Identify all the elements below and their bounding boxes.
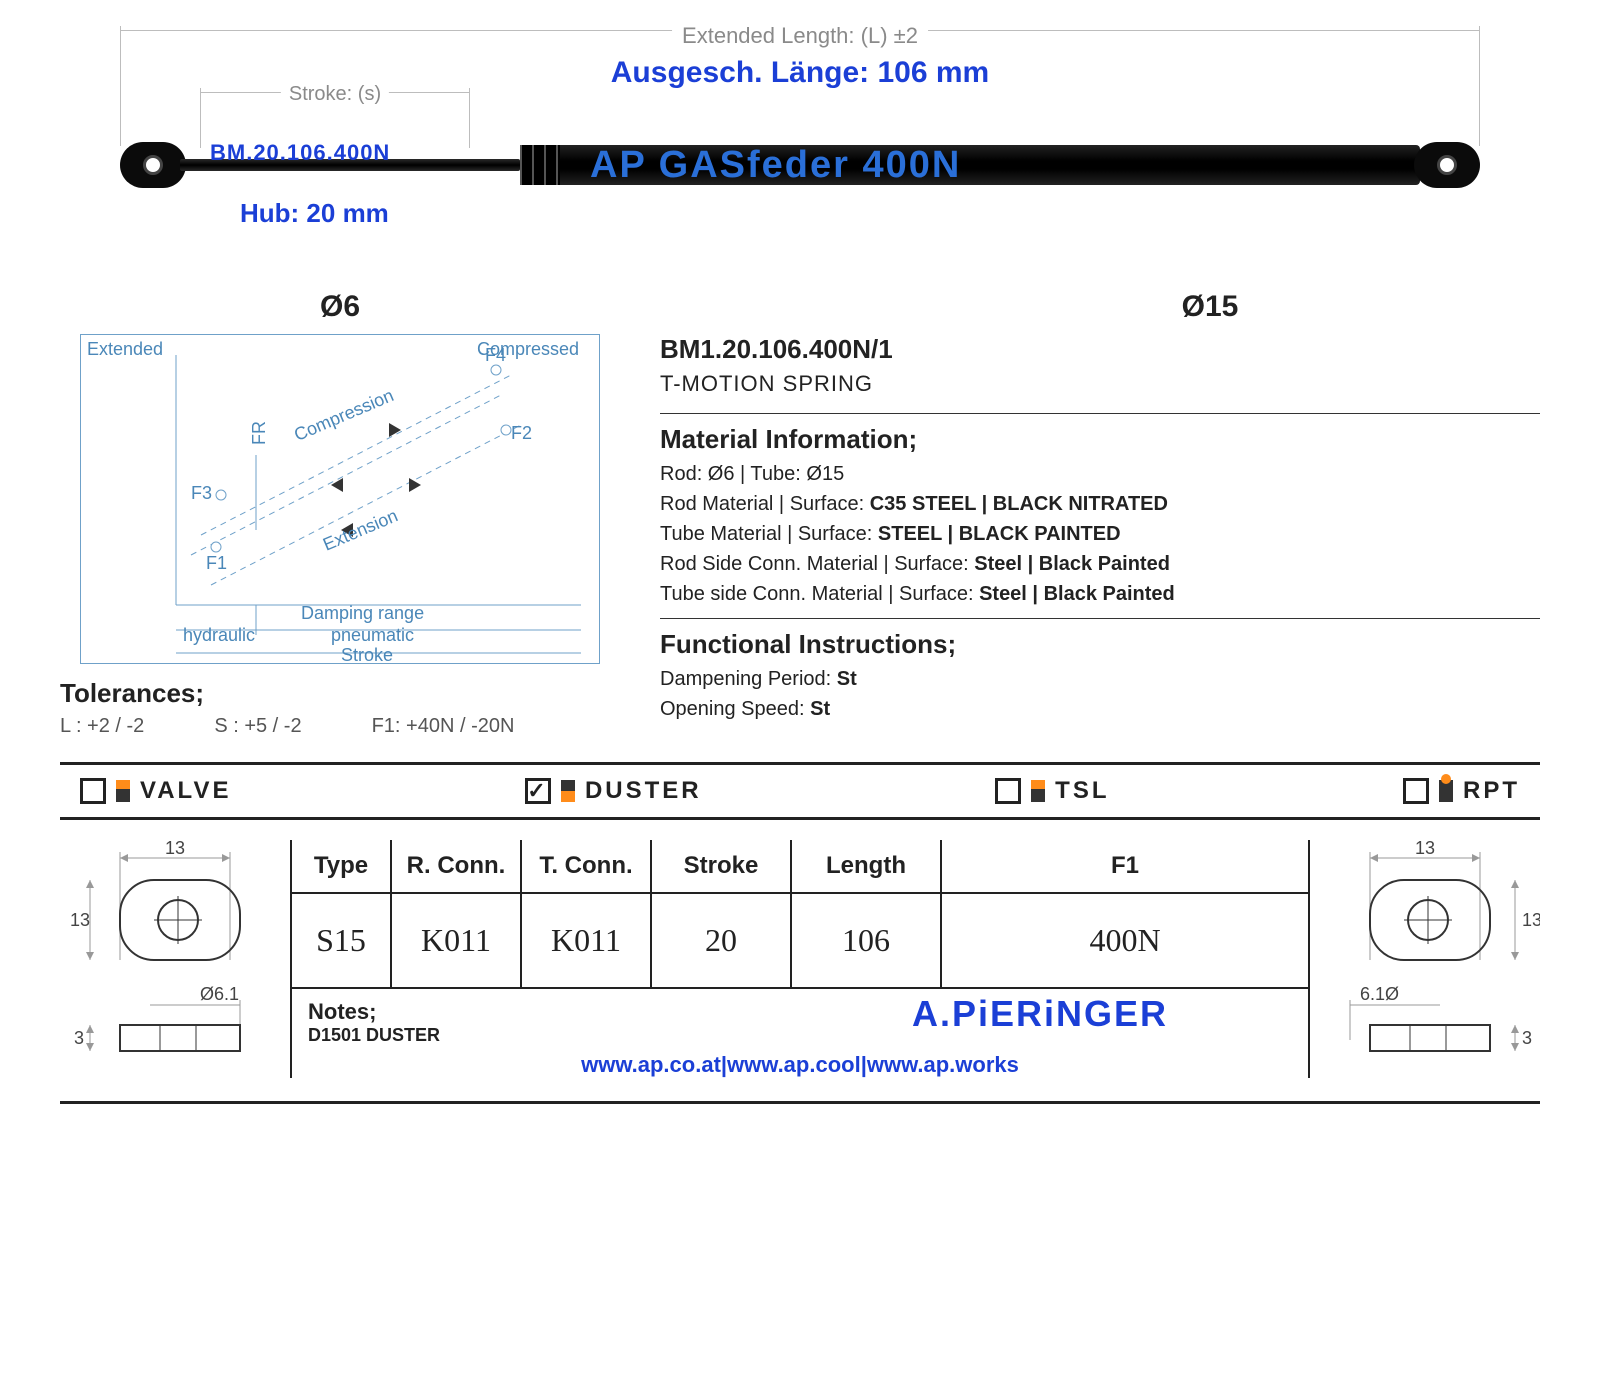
valve-checkbox[interactable] <box>80 778 106 804</box>
tube-bands <box>520 145 560 185</box>
duster-label: DUSTER <box>585 777 702 805</box>
tsl-label: TSL <box>1055 777 1109 805</box>
th-type: Type <box>292 840 392 892</box>
tsl-icon <box>1031 780 1045 802</box>
options-bar: VALVE DUSTER TSL RPT <box>60 762 1540 820</box>
conn-height-r: 13 <box>1522 910 1540 930</box>
part-number: BM1.20.106.400N/1 <box>660 334 1540 365</box>
tolerances-row: L : +2 / -2 S : +5 / -2 F1: +40N / -20N <box>60 715 620 738</box>
conn-height: 13 <box>70 910 90 930</box>
tube-product-text: AP GASfeder 400N <box>590 144 961 187</box>
graph-pneumatic: pneumatic <box>331 625 414 646</box>
tol-s: S : +5 / -2 <box>214 715 301 738</box>
option-rpt: RPT <box>1403 777 1520 805</box>
spec-table: Type R. Conn. T. Conn. Stroke Length F1 … <box>290 840 1310 1078</box>
td-rconn: K011 <box>392 894 522 987</box>
material-header: Material Information; <box>660 413 1540 455</box>
th-rconn: R. Conn. <box>392 840 522 892</box>
option-valve: VALVE <box>80 777 231 805</box>
table-data-row: S15 K011 K011 20 106 400N <box>292 894 1308 987</box>
extended-length-label: Extended Length: (L) ±2 <box>672 23 928 49</box>
th-length: Length <box>792 840 942 892</box>
stroke-dim-label: Stroke: (s) <box>281 83 389 106</box>
urls: www.ap.co.at|www.ap.cool|www.ap.works <box>292 1052 1308 1078</box>
option-tsl: TSL <box>995 777 1109 805</box>
graph-damping: Damping range <box>301 603 424 624</box>
mat-tube-conn: Tube side Conn. Material | Surface: Stee… <box>660 583 1540 606</box>
tol-f1: F1: +40N / -20N <box>372 715 515 738</box>
duster-icon <box>561 780 575 802</box>
option-duster: DUSTER <box>525 777 702 805</box>
td-f1: 400N <box>942 894 1308 987</box>
rpt-icon <box>1439 780 1453 802</box>
rod-eyelet <box>120 142 186 188</box>
conn-thk-r: 3 <box>1522 1028 1532 1048</box>
td-length: 106 <box>792 894 942 987</box>
rod-diameter: Ø6 <box>60 290 620 324</box>
duster-checkbox[interactable] <box>525 778 551 804</box>
conn-width-r: 13 <box>1415 840 1435 858</box>
graph-f2: F2 <box>511 423 532 444</box>
conn-thk: 3 <box>74 1028 84 1048</box>
part-subtitle: T-MOTION SPRING <box>660 371 1540 397</box>
mat-rod-tube: Rod: Ø6 | Tube: Ø15 <box>660 463 1540 486</box>
valve-label: VALVE <box>140 777 231 805</box>
force-displacement-graph: Extended Compressed <box>80 334 600 664</box>
func-damp: Dampening Period: St <box>660 668 1540 691</box>
td-stroke: 20 <box>652 894 792 987</box>
mat-rod: Rod Material | Surface: C35 STEEL | BLAC… <box>660 493 1540 516</box>
conn-width: 13 <box>165 840 185 858</box>
mat-rod-conn: Rod Side Conn. Material | Surface: Steel… <box>660 553 1540 576</box>
func-speed: Opening Speed: St <box>660 698 1540 721</box>
conn-hole-right: 6.1Ø <box>1360 984 1399 1004</box>
th-f1: F1 <box>942 840 1308 892</box>
rpt-label: RPT <box>1463 777 1520 805</box>
extended-length-value: Ausgesch. Länge: 106 mm <box>611 56 989 90</box>
graph-f1: F1 <box>206 553 227 574</box>
tube-connector-drawing: 13 13 6.1Ø 3 <box>1330 840 1540 1085</box>
graph-fr: FR <box>249 421 270 445</box>
tube-diameter: Ø15 <box>880 290 1540 324</box>
conn-hole-left: Ø6.1 <box>200 984 239 1004</box>
tube-eyelet <box>1414 142 1480 188</box>
graph-f4: F4 <box>485 345 506 366</box>
stroke-dim: Stroke: (s) <box>200 92 470 93</box>
tolerances-header: Tolerances; <box>60 678 620 709</box>
brand-logo-text: A.PiERiNGER <box>912 993 1168 1035</box>
hub-label: Hub: 20 mm <box>240 198 389 229</box>
rod-part-code: BM.20.106.400N <box>210 140 390 166</box>
graph-stroke: Stroke <box>341 645 393 666</box>
tsl-checkbox[interactable] <box>995 778 1021 804</box>
mat-tube: Tube Material | Surface: STEEL | BLACK P… <box>660 523 1540 546</box>
th-stroke: Stroke <box>652 840 792 892</box>
td-tconn: K011 <box>522 894 652 987</box>
tube: AP GASfeder 400N <box>520 145 1420 185</box>
functional-header: Functional Instructions; <box>660 618 1540 660</box>
graph-hydraulic: hydraulic <box>183 625 255 646</box>
th-tconn: T. Conn. <box>522 840 652 892</box>
tol-l: L : +2 / -2 <box>60 715 144 738</box>
rod-connector-drawing: 13 13 Ø6.1 3 <box>60 840 270 1085</box>
extended-length-dim: Extended Length: (L) ±2 <box>120 30 1480 31</box>
valve-icon <box>116 780 130 802</box>
gas-spring-drawing: Extended Length: (L) ±2 Ausgesch. Länge:… <box>60 20 1540 250</box>
rpt-checkbox[interactable] <box>1403 778 1429 804</box>
notes-row: Notes; D1501 DUSTER A.PiERiNGER <box>292 987 1308 1052</box>
td-type: S15 <box>292 894 392 987</box>
table-header-row: Type R. Conn. T. Conn. Stroke Length F1 <box>292 840 1308 894</box>
graph-f3: F3 <box>191 483 212 504</box>
